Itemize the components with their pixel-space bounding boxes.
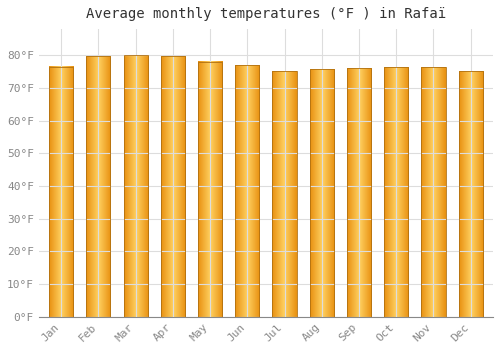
Bar <box>49 66 73 317</box>
Bar <box>86 56 110 317</box>
Bar <box>198 62 222 317</box>
Title: Average monthly temperatures (°F ) in Rafaï: Average monthly temperatures (°F ) in Ra… <box>86 7 446 21</box>
Bar <box>235 65 260 317</box>
Bar <box>310 69 334 317</box>
Bar <box>384 67 408 317</box>
Bar <box>124 55 148 317</box>
Bar <box>160 56 185 317</box>
Bar <box>458 71 483 317</box>
Bar <box>422 67 446 317</box>
Bar <box>347 68 371 317</box>
Bar <box>272 71 296 317</box>
